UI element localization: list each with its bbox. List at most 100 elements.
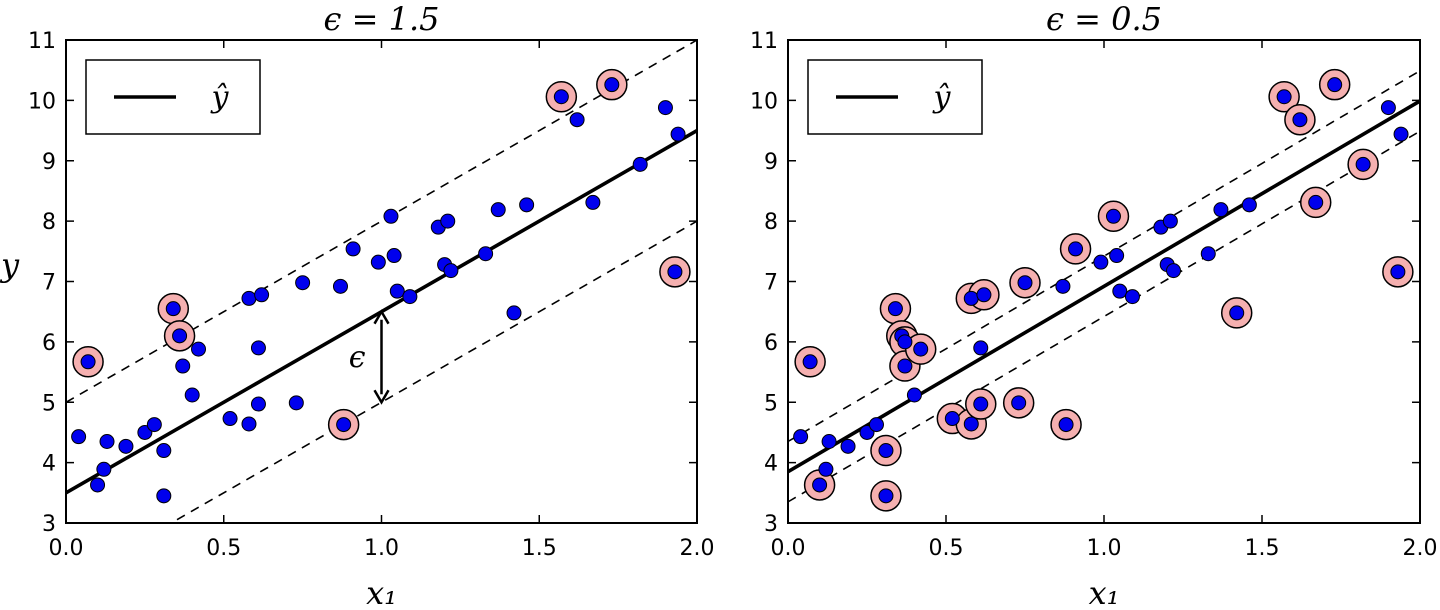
epsilon-arrow-head-bottom <box>373 389 390 405</box>
data-point <box>402 289 418 305</box>
data-point <box>241 416 257 432</box>
y-axis-label: y <box>0 246 20 284</box>
data-point <box>1112 283 1128 299</box>
data-point <box>250 396 266 412</box>
data-point <box>906 387 922 403</box>
data-point <box>878 488 894 504</box>
data-point <box>1213 202 1229 218</box>
data-point <box>1276 89 1292 105</box>
data-point <box>1393 126 1409 142</box>
x-axis-label: x₁ <box>1089 574 1120 610</box>
data-point <box>506 305 522 321</box>
data-point <box>146 417 162 433</box>
data-point <box>944 411 960 427</box>
y-tick-label: 6 <box>42 331 56 356</box>
chart-title: ϵ = 0.5 <box>1046 0 1162 38</box>
x-tick-label: 2.0 <box>680 536 715 561</box>
data-point <box>657 100 673 116</box>
data-point <box>1166 263 1182 279</box>
y-tick-label: 8 <box>42 210 56 235</box>
data-point <box>973 340 989 356</box>
plot-area-2 <box>788 68 1420 512</box>
data-point <box>632 156 648 172</box>
x-tick-label: 1.5 <box>1245 536 1280 561</box>
data-point <box>440 213 456 229</box>
y-tick-label: 9 <box>764 150 778 175</box>
data-point <box>963 290 979 306</box>
data-point <box>443 263 459 279</box>
data-point <box>667 264 683 280</box>
y-tick-label: 6 <box>764 331 778 356</box>
y-tick-label: 3 <box>42 512 56 537</box>
x-tick-label: 1.0 <box>1087 536 1122 561</box>
data-point <box>1229 305 1245 321</box>
data-point <box>80 354 96 370</box>
data-point <box>222 411 238 427</box>
x-tick-label: 0.0 <box>771 536 806 561</box>
data-point <box>1355 156 1371 172</box>
data-point <box>1200 246 1216 262</box>
data-point <box>585 194 601 210</box>
data-point <box>288 395 304 411</box>
data-point <box>1162 213 1178 229</box>
data-point <box>670 126 686 142</box>
data-point <box>802 354 818 370</box>
data-point <box>71 429 87 445</box>
data-point <box>553 89 569 105</box>
epsilon-annotation-label: ϵ <box>349 340 366 375</box>
y-tick-label: 11 <box>750 29 778 54</box>
data-point <box>172 328 188 344</box>
y-tick-label: 10 <box>750 89 778 114</box>
data-point <box>336 417 352 433</box>
x-tick-label: 0.5 <box>929 536 964 561</box>
x-tick-label: 1.0 <box>364 536 399 561</box>
x-axis-label: x₁ <box>366 574 397 610</box>
data-point <box>250 340 266 356</box>
data-point <box>1068 241 1084 257</box>
y-tick-label: 10 <box>28 89 56 114</box>
data-point <box>868 417 884 433</box>
data-point <box>254 287 270 303</box>
x-tick-label: 2.0 <box>1403 536 1438 561</box>
y-tick-label: 4 <box>764 452 778 477</box>
y-tick-label: 9 <box>42 150 56 175</box>
data-point <box>604 77 620 93</box>
data-point <box>90 477 106 493</box>
data-point <box>897 358 913 374</box>
data-point <box>569 112 585 128</box>
data-point <box>96 461 112 477</box>
data-point <box>976 287 992 303</box>
data-point <box>118 438 134 454</box>
data-point <box>1109 248 1125 264</box>
data-point <box>793 429 809 445</box>
data-point <box>821 433 837 449</box>
data-point <box>389 283 405 299</box>
x-tick-label: 1.5 <box>522 536 557 561</box>
data-point <box>241 290 257 306</box>
data-point <box>840 438 856 454</box>
data-point <box>1308 194 1324 210</box>
data-point <box>963 416 979 432</box>
y-tick-label: 3 <box>764 512 778 537</box>
regression-line <box>788 99 1420 474</box>
data-point <box>478 246 494 262</box>
y-tick-label: 7 <box>764 271 778 296</box>
data-point <box>1105 208 1121 224</box>
data-point <box>184 387 200 403</box>
data-point <box>175 358 191 374</box>
data-point <box>332 278 348 294</box>
data-point <box>295 275 311 291</box>
data-point <box>1011 395 1027 411</box>
legend-label: ŷ <box>210 80 230 115</box>
data-point <box>386 248 402 264</box>
data-point <box>370 254 386 270</box>
epsilon-arrow-head-top <box>373 309 390 325</box>
data-point <box>887 301 903 317</box>
data-point <box>913 341 929 357</box>
data-point <box>1093 254 1109 270</box>
data-point <box>519 197 535 213</box>
data-point <box>165 301 181 317</box>
data-point <box>1058 417 1074 433</box>
legend-label: ŷ <box>932 80 952 115</box>
